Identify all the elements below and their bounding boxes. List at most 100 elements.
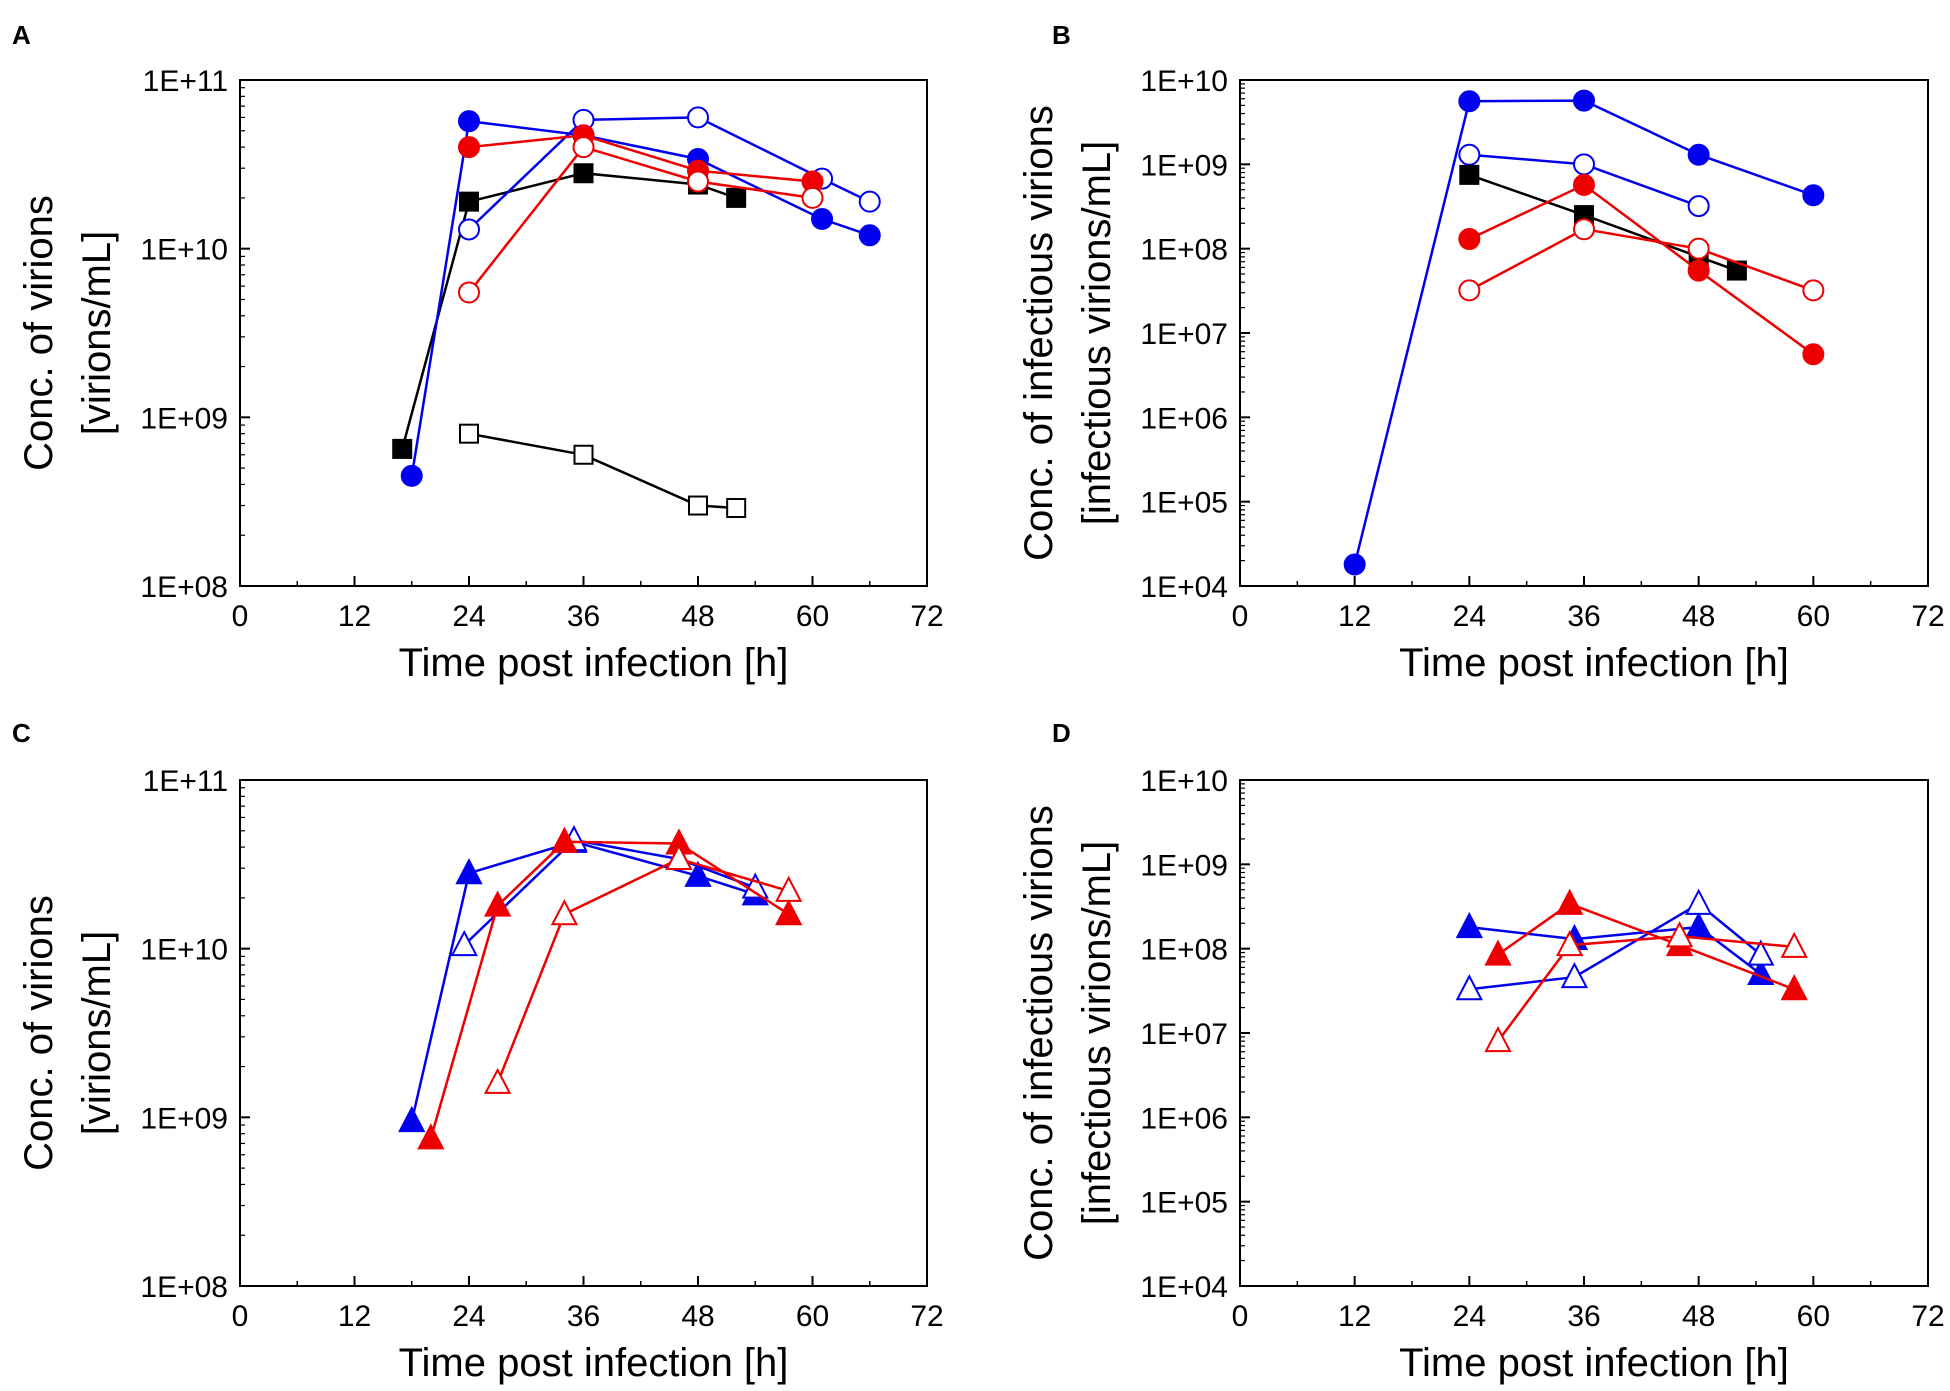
data-point [1458, 143, 1481, 166]
x-tick-label: 12 [338, 600, 371, 633]
panel-letter-a: A [12, 20, 31, 50]
data-point [687, 170, 709, 193]
y-tick-label: 1E+10 [140, 934, 228, 967]
data-point [688, 495, 708, 516]
data-point [726, 498, 747, 519]
series-1 [1343, 89, 1825, 576]
y-tick-label: 1E+05 [1140, 1187, 1228, 1220]
y-axis-title-line-1: Conc. of infectious virions [1017, 105, 1061, 561]
series-2 [459, 423, 747, 519]
data-point [1484, 939, 1512, 966]
data-point [1687, 237, 1710, 260]
data-point [458, 110, 480, 133]
data-point [572, 136, 595, 159]
data-point [400, 464, 423, 487]
data-point [774, 875, 803, 902]
series-line [1468, 183, 1815, 356]
data-point [1747, 939, 1775, 966]
data-point [1573, 153, 1595, 176]
data-point [483, 1067, 512, 1094]
panel-letter-c: C [12, 718, 31, 748]
data-point [450, 929, 478, 957]
x-tick-label: 24 [1453, 600, 1486, 633]
y-tick-label: 1E+09 [1140, 849, 1228, 882]
series-line [1469, 902, 1762, 991]
data-point [741, 872, 769, 899]
x-axis-title: Time post infection [h] [1399, 1341, 1789, 1385]
data-point [550, 899, 579, 926]
x-tick-label: 0 [232, 600, 249, 633]
y-tick-label: 1E+08 [140, 1271, 228, 1304]
panel-c: C 0 12 24 36 48 60 72 1E+08 1E+09 1E+10 1E+11 Time p… [12, 718, 944, 1385]
x-tick-label: 12 [1338, 1300, 1371, 1333]
data-point [573, 163, 594, 184]
y-tick-label: 1E+09 [140, 1102, 228, 1135]
x-tick-label: 0 [1232, 600, 1249, 633]
panel-letter-d: D [1052, 718, 1071, 748]
x-tick-label: 48 [1682, 600, 1715, 633]
data-point [398, 1105, 426, 1133]
data-point [1802, 343, 1825, 366]
series-line [1496, 935, 1795, 1042]
y-axis-title-line-2: [virions/mL] [75, 931, 119, 1136]
data-point [550, 826, 579, 853]
y-tick-label: 1E+08 [140, 571, 228, 604]
y-tick-label: 1E+06 [1140, 1102, 1228, 1135]
series-4 [1484, 921, 1808, 1053]
x-tick-label: 12 [1338, 600, 1371, 633]
series-line [463, 838, 756, 947]
series-2 [1458, 143, 1710, 218]
x-tick-label: 60 [1797, 600, 1830, 633]
x-tick-label: 60 [796, 600, 829, 633]
y-tick-label: 1E+07 [1140, 318, 1228, 351]
data-point [858, 224, 881, 247]
y-axis-title-line-2: [infectious virions/mL] [1075, 141, 1119, 526]
data-point [1802, 184, 1825, 207]
y-axis-title-line-2: [virions/mL] [75, 231, 119, 436]
series-line [1497, 902, 1795, 991]
data-point [687, 106, 709, 129]
data-point [801, 186, 824, 209]
series-line [468, 432, 737, 510]
data-point [1458, 228, 1481, 251]
data-point [417, 1123, 445, 1150]
x-tick-label: 72 [910, 600, 943, 633]
series-line [1469, 925, 1762, 976]
series-4 [1458, 173, 1825, 366]
data-point [1343, 553, 1366, 576]
y-tick-label: 1E+05 [1140, 487, 1228, 520]
series-line [410, 119, 871, 476]
y-tick-label: 1E+10 [1140, 765, 1228, 798]
y-tick-label: 1E+04 [1140, 1271, 1228, 1304]
series-line [429, 840, 790, 1139]
data-point [1556, 930, 1584, 957]
series-1 [398, 826, 769, 1133]
x-tick-label: 48 [1682, 1300, 1715, 1333]
data-point [1458, 90, 1481, 113]
y-tick-label: 1E+07 [1140, 1018, 1228, 1051]
series-3 [400, 110, 881, 487]
data-point [1685, 911, 1713, 939]
x-tick-label: 48 [681, 600, 714, 633]
y-tick-label: 1E+11 [143, 765, 228, 798]
y-tick-label: 1E+10 [1140, 65, 1228, 98]
x-tick-label: 36 [1567, 1300, 1600, 1333]
x-tick-label: 60 [796, 1300, 829, 1333]
x-axis-title: Time post infection [h] [399, 1341, 789, 1385]
data-point [458, 136, 480, 159]
data-point [1687, 195, 1710, 218]
y-tick-label: 1E+09 [140, 402, 228, 435]
x-tick-label: 36 [567, 1300, 600, 1333]
data-point [684, 860, 712, 887]
y-tick-label: 1E+11 [143, 65, 228, 98]
x-tick-label: 12 [338, 1300, 371, 1333]
x-tick-label: 72 [1911, 600, 1944, 633]
y-axis-title-line-1: Conc. of infectious virions [1017, 805, 1061, 1261]
x-axis-title: Time post infection [h] [1399, 641, 1789, 685]
data-point [1560, 961, 1589, 989]
series-line [468, 134, 813, 183]
panel-letter-b: B [1052, 20, 1071, 50]
data-point [774, 899, 803, 926]
data-point [459, 423, 479, 444]
